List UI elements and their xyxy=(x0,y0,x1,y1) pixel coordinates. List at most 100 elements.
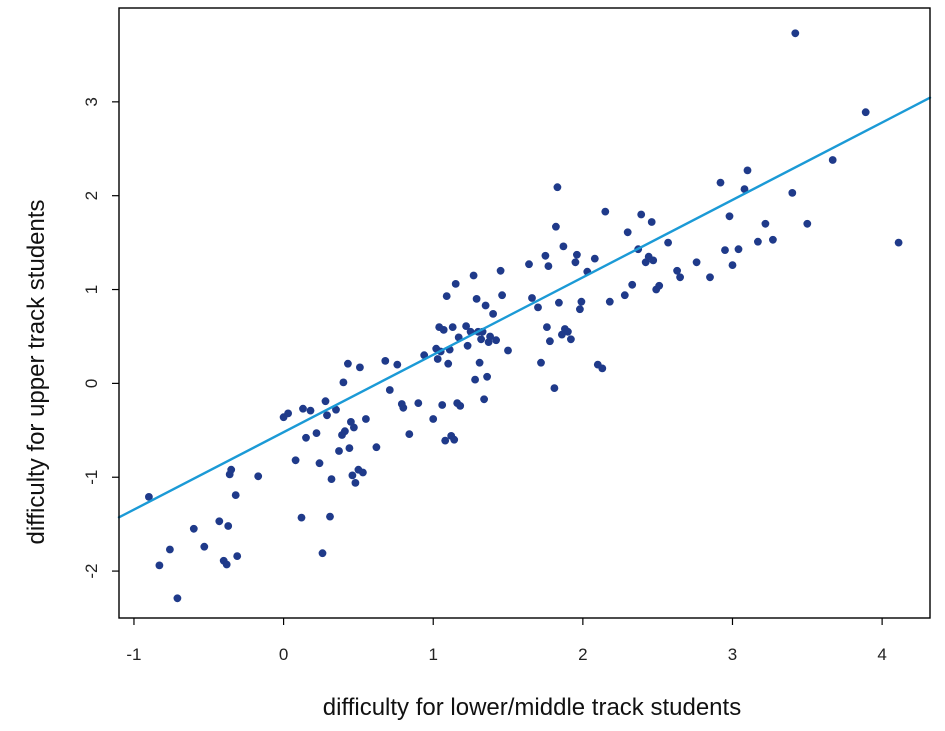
data-point-60 xyxy=(441,436,450,445)
data-point-119 xyxy=(623,228,632,237)
x-tick-label: 2 xyxy=(578,645,587,664)
y-axis-title: difficulty for upper track students xyxy=(23,199,50,544)
data-point-83 xyxy=(483,372,491,381)
data-point-2 xyxy=(166,545,174,554)
data-point-101 xyxy=(553,183,562,192)
data-point-144 xyxy=(788,189,797,197)
y-tick-label: 2 xyxy=(82,191,101,200)
data-point-122 xyxy=(637,210,646,219)
data-point-5 xyxy=(200,542,209,551)
data-point-131 xyxy=(676,273,684,282)
data-point-49 xyxy=(399,403,408,412)
y-tick-label: 0 xyxy=(82,379,101,388)
data-point-97 xyxy=(544,262,553,270)
data-point-13 xyxy=(233,552,242,560)
data-point-88 xyxy=(496,266,505,275)
data-point-19 xyxy=(299,404,307,413)
x-tick-label: 1 xyxy=(428,645,437,664)
data-point-78 xyxy=(475,358,484,367)
data-point-93 xyxy=(534,303,542,312)
x-tick-label: 4 xyxy=(877,645,886,664)
data-point-18 xyxy=(297,513,306,522)
data-point-82 xyxy=(481,301,490,310)
x-tick-label: 3 xyxy=(728,645,737,664)
data-point-28 xyxy=(327,475,336,483)
data-point-99 xyxy=(550,384,559,392)
data-point-59 xyxy=(439,326,448,334)
data-point-87 xyxy=(492,336,500,345)
data-point-147 xyxy=(828,156,837,164)
data-point-29 xyxy=(332,405,340,414)
y-axis: -2 -1 0 1 2 3 xyxy=(82,97,119,579)
data-point-11 xyxy=(227,465,236,474)
data-point-44 xyxy=(372,443,381,452)
data-point-120 xyxy=(628,280,637,289)
data-point-1 xyxy=(155,561,164,570)
data-point-51 xyxy=(414,399,423,407)
data-point-136 xyxy=(725,212,734,221)
data-point-67 xyxy=(451,280,460,288)
data-point-134 xyxy=(716,178,725,187)
data-point-76 xyxy=(472,295,481,303)
data-point-39 xyxy=(351,479,360,487)
data-point-100 xyxy=(552,222,560,231)
data-point-6 xyxy=(215,517,224,526)
data-point-9 xyxy=(224,522,233,530)
data-point-106 xyxy=(564,327,572,336)
data-point-139 xyxy=(740,185,749,194)
data-point-129 xyxy=(664,238,672,247)
data-point-46 xyxy=(385,386,394,394)
data-point-102 xyxy=(555,298,563,307)
data-point-118 xyxy=(620,291,629,300)
data-point-55 xyxy=(433,355,442,363)
data-point-110 xyxy=(576,305,584,314)
data-point-66 xyxy=(450,435,459,444)
x-tick-label: 0 xyxy=(279,645,288,664)
x-tick-label: -1 xyxy=(126,645,141,664)
data-point-0 xyxy=(145,493,153,501)
data-point-71 xyxy=(462,322,470,330)
data-point-146 xyxy=(803,219,812,228)
data-point-74 xyxy=(469,271,478,280)
data-point-23 xyxy=(315,459,324,468)
data-point-130 xyxy=(673,266,681,275)
data-point-79 xyxy=(477,335,485,344)
data-point-47 xyxy=(393,360,402,369)
data-point-16 xyxy=(284,409,292,418)
data-point-128 xyxy=(655,281,664,290)
x-axis-title: difficulty for lower/middle track studen… xyxy=(323,694,741,721)
data-point-94 xyxy=(537,358,545,367)
data-point-43 xyxy=(362,415,370,423)
data-point-35 xyxy=(345,444,354,452)
data-point-95 xyxy=(541,251,550,260)
data-point-125 xyxy=(647,218,656,226)
data-point-53 xyxy=(429,415,438,423)
data-point-89 xyxy=(498,291,506,300)
data-point-32 xyxy=(339,378,348,387)
data-point-27 xyxy=(326,512,334,521)
y-tick-label: -2 xyxy=(82,564,101,579)
data-point-104 xyxy=(559,242,568,251)
data-point-14 xyxy=(254,472,263,481)
x-axis: -1 0 1 2 3 4 xyxy=(126,618,887,664)
data-point-75 xyxy=(471,375,479,384)
data-point-85 xyxy=(486,332,494,341)
data-point-115 xyxy=(598,364,607,373)
data-point-132 xyxy=(692,258,701,267)
data-point-91 xyxy=(525,260,533,269)
data-point-26 xyxy=(323,411,331,420)
data-point-25 xyxy=(321,397,330,406)
data-point-107 xyxy=(567,335,575,344)
data-point-58 xyxy=(438,401,447,409)
data-point-12 xyxy=(231,491,240,499)
data-point-42 xyxy=(359,468,367,477)
data-point-22 xyxy=(312,429,321,437)
data-point-45 xyxy=(381,357,390,365)
data-point-109 xyxy=(573,250,581,259)
data-point-50 xyxy=(405,430,414,438)
data-point-138 xyxy=(734,245,743,254)
y-tick-label: -1 xyxy=(82,470,101,485)
data-point-141 xyxy=(754,237,762,246)
